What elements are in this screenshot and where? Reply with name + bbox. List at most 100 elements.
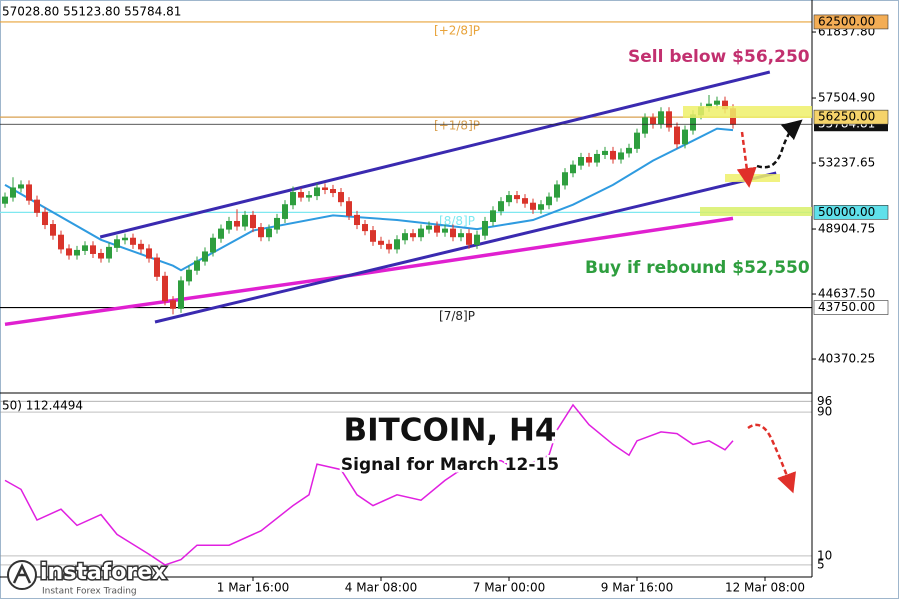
candle-body xyxy=(346,201,352,216)
candle-body xyxy=(626,147,632,154)
osc-tick-label: 96 xyxy=(817,394,832,408)
level-box xyxy=(813,109,889,125)
ma-fast xyxy=(4,127,734,272)
osc-arrow xyxy=(747,423,796,494)
oscillator-line xyxy=(4,403,734,566)
candle-body xyxy=(514,195,520,200)
candle-body xyxy=(426,225,432,230)
candle-body xyxy=(274,217,280,230)
candle-body xyxy=(418,228,424,238)
level-label: 43750.00 xyxy=(818,300,875,314)
candle-body xyxy=(530,202,536,210)
candle-body xyxy=(450,228,456,238)
candle-body xyxy=(538,204,544,210)
candle-body xyxy=(90,245,96,254)
level-label: 62500.00 xyxy=(818,14,875,28)
candle-body xyxy=(362,224,368,232)
level-label: 50000.00 xyxy=(818,205,875,219)
candle-body xyxy=(114,239,120,248)
candle-body xyxy=(162,275,168,302)
candle-body xyxy=(10,187,16,198)
x-tick-label: 12 Mar 08:00 xyxy=(725,581,805,595)
candle-body xyxy=(58,234,64,250)
osc-tick-label: 10 xyxy=(817,548,832,562)
candle-body xyxy=(98,252,104,259)
candle-body xyxy=(546,196,552,206)
x-tick-label: 7 Mar 00:00 xyxy=(473,581,546,595)
candle-body xyxy=(130,237,136,245)
candle-body xyxy=(586,157,592,163)
osc-header: 50) 112.4494 xyxy=(2,399,83,413)
candle-body xyxy=(610,150,616,160)
candle-body xyxy=(466,233,472,245)
logo-mark xyxy=(12,563,32,584)
candle-body xyxy=(122,237,128,241)
ma-slow xyxy=(4,216,734,327)
candle-body xyxy=(202,251,208,262)
candle-body xyxy=(18,184,24,189)
level-tag: [8/8]P xyxy=(439,214,475,228)
candle-body xyxy=(106,246,112,259)
candle-body xyxy=(2,196,8,204)
candle-body xyxy=(170,300,176,309)
candle-body xyxy=(570,164,576,174)
candle-body xyxy=(618,152,624,160)
sell-note: Sell below $56,250 xyxy=(628,47,810,67)
candle-body xyxy=(154,257,160,277)
header: 57028.80 55123.80 55784.81 xyxy=(2,5,181,19)
candle-body xyxy=(650,117,656,125)
candle-body xyxy=(50,224,56,236)
candle-body xyxy=(666,111,672,128)
level-box xyxy=(813,14,889,30)
candle-body xyxy=(442,228,448,233)
candle-body xyxy=(354,214,360,226)
candle-body xyxy=(714,100,720,105)
candle-body xyxy=(66,248,72,256)
level-tag: [+2/8]P xyxy=(434,23,480,37)
channel-line xyxy=(154,171,777,324)
candle-body xyxy=(82,245,88,251)
candle-body xyxy=(210,237,216,253)
candle-body xyxy=(138,243,144,250)
candle-body xyxy=(290,192,296,206)
x-tick-label: 9 Mar 16:00 xyxy=(601,581,674,595)
brand-name: instaforex xyxy=(40,560,166,585)
candle-body xyxy=(338,192,344,203)
candle-body xyxy=(490,210,496,222)
candle-body xyxy=(642,117,648,134)
candle-body xyxy=(178,280,184,309)
level-box xyxy=(813,300,889,315)
candle-body xyxy=(554,184,560,198)
rebound-arrow xyxy=(756,119,803,169)
candle-body xyxy=(370,230,376,242)
candle-body xyxy=(522,198,528,204)
brand-tagline: Instant Forex Trading xyxy=(42,587,137,597)
candle-body xyxy=(194,260,200,271)
candle-body xyxy=(146,248,152,259)
x-tick-label: 1 Mar 16:00 xyxy=(217,581,290,595)
y-tick-label: 57504.90 xyxy=(818,91,875,105)
candle-body xyxy=(226,220,232,230)
candle-body xyxy=(402,233,408,241)
candle-body xyxy=(458,233,464,238)
candle-body xyxy=(42,211,48,226)
candle-body xyxy=(282,204,288,219)
candle-body xyxy=(26,184,32,201)
candle-body xyxy=(594,153,600,163)
candle-body xyxy=(298,192,304,198)
candle-body xyxy=(234,220,240,227)
candle-body xyxy=(562,172,568,186)
candle-body xyxy=(474,234,480,245)
channel-line xyxy=(99,70,771,239)
candle-body xyxy=(602,150,608,155)
candle-body xyxy=(634,132,640,149)
level-box xyxy=(813,205,889,220)
candle-body xyxy=(74,249,80,256)
osc-tick-label: 90 xyxy=(817,405,832,419)
candle-body xyxy=(394,239,400,250)
y-tick-label: 44637.50 xyxy=(818,287,875,301)
title: BITCOIN, H4 xyxy=(344,413,557,449)
candle-body xyxy=(258,227,264,238)
subtitle: Signal for March 12-15 xyxy=(341,455,559,475)
